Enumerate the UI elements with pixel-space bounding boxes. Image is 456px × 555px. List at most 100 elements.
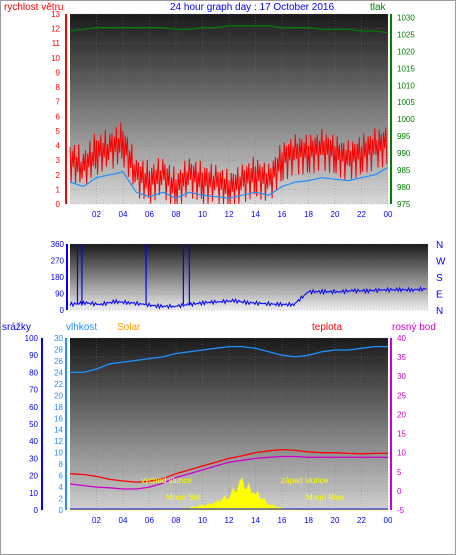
- rain-tick-label: 100: [25, 334, 39, 343]
- sunrise-annotation: východ slunce: [141, 476, 192, 485]
- wind-tick-label: 0: [56, 200, 61, 209]
- solar-label: Solar: [117, 322, 141, 333]
- wind-tick-label: 1: [56, 185, 61, 194]
- wind-tick-label: 7: [56, 98, 61, 107]
- time-tick-label: 22: [357, 516, 366, 525]
- rain-tick-label: 40: [29, 437, 38, 446]
- wind-tick-label: 12: [51, 25, 60, 34]
- compass-tick-label: E: [436, 290, 443, 301]
- wind-tick-label: 8: [56, 83, 61, 92]
- time-tick-label: 20: [331, 516, 340, 525]
- time-tick-label: 00: [384, 210, 393, 219]
- humidity-tick-label: 18: [54, 403, 63, 412]
- wind-tick-label: 4: [56, 142, 61, 151]
- direction-plot-area: [70, 244, 428, 310]
- temperature-label: teplota: [312, 322, 342, 333]
- humidity-tick-label: 8: [59, 460, 64, 469]
- rain-tick-label: 80: [29, 368, 38, 377]
- wind-tick-label: 6: [56, 112, 61, 121]
- sunset-annotation: západ slunce: [281, 476, 329, 485]
- pressure-tick-label: 980: [397, 183, 411, 192]
- time-tick-label: 06: [145, 210, 154, 219]
- moonset-annotation: Moon Set: [166, 493, 201, 502]
- direction-tick-label: 0: [60, 306, 65, 315]
- pressure-series-line: [69, 25, 389, 34]
- pressure-tick-label: 1010: [397, 81, 415, 90]
- humidity-tick-label: 16: [54, 414, 63, 423]
- humidity-tick-label: 24: [54, 368, 63, 377]
- wind-tick-label: 13: [51, 10, 60, 19]
- compass-tick-label: N: [436, 240, 443, 251]
- temperature-tick-label: 5: [397, 468, 402, 477]
- direction-tick-label: 270: [51, 257, 65, 266]
- humidity-tick-label: 28: [54, 345, 63, 354]
- temperature-tick-label: 40: [397, 334, 406, 343]
- time-tick-label: 20: [331, 210, 340, 219]
- rain-tick-label: 60: [29, 403, 38, 412]
- chart-title: 24 hour graph day : 17 October 2016: [170, 2, 334, 13]
- time-tick-label: 04: [119, 210, 128, 219]
- humidity-tick-label: 4: [59, 483, 64, 492]
- wind-tick-label: 5: [56, 127, 61, 136]
- direction-series-line: [69, 286, 427, 310]
- time-tick-label: 08: [172, 516, 181, 525]
- rain-tick-label: 50: [29, 420, 38, 429]
- time-tick-label: 00: [384, 516, 393, 525]
- gust-series-line: [69, 122, 388, 205]
- rain-tick-label: 10: [29, 489, 38, 498]
- pressure-tick-label: 1020: [397, 47, 415, 56]
- rain-tick-label: 70: [29, 386, 38, 395]
- humidity-tick-label: 0: [59, 506, 64, 515]
- time-tick-label: 06: [145, 516, 154, 525]
- pressure-tick-label: 1030: [397, 13, 415, 22]
- temperature-tick-label: 25: [397, 391, 406, 400]
- temperature-tick-label: 15: [397, 430, 406, 439]
- humidity-tick-label: 20: [54, 391, 63, 400]
- humidity-label: vlhkost: [66, 322, 97, 333]
- temperature-series-line: [69, 448, 388, 483]
- dewpoint-series-line: [69, 455, 388, 490]
- time-tick-label: 18: [304, 516, 313, 525]
- temperature-tick-label: -5: [397, 506, 405, 515]
- humidity-tick-label: 12: [54, 437, 63, 446]
- moonrise-annotation: Moon Rise: [306, 493, 345, 502]
- time-tick-label: 08: [172, 210, 181, 219]
- direction-tick-label: 180: [51, 273, 65, 282]
- time-tick-label: 16: [278, 210, 287, 219]
- wind-tick-label: 9: [56, 68, 61, 77]
- humidity-tick-label: 14: [54, 426, 63, 435]
- pressure-tick-label: 990: [397, 149, 411, 158]
- pressure-tick-label: 1005: [397, 98, 415, 107]
- humidity-tick-label: 6: [59, 472, 64, 481]
- time-tick-label: 16: [278, 516, 287, 525]
- rain-tick-label: 30: [29, 454, 38, 463]
- pressure-label: tlak: [370, 2, 387, 13]
- time-tick-label: 10: [198, 210, 207, 219]
- pressure-tick-label: 975: [397, 200, 411, 209]
- pressure-tick-label: 1000: [397, 115, 415, 124]
- compass-tick-label: N: [436, 306, 443, 317]
- temperature-tick-label: 0: [397, 487, 402, 496]
- wind-tick-label: 11: [52, 39, 61, 48]
- humidity-tick-label: 2: [59, 495, 64, 504]
- time-tick-label: 12: [225, 516, 234, 525]
- pressure-tick-label: 1015: [397, 64, 415, 73]
- temperature-tick-label: 10: [397, 449, 406, 458]
- temperature-tick-label: 30: [397, 372, 406, 381]
- time-tick-label: 18: [304, 210, 313, 219]
- rain-tick-label: 90: [29, 351, 38, 360]
- time-tick-label: 02: [92, 210, 101, 219]
- time-tick-label: 14: [251, 210, 260, 219]
- humidity-series-line: [70, 345, 388, 374]
- time-tick-label: 12: [225, 210, 234, 219]
- rain-tick-label: 20: [29, 472, 38, 481]
- pressure-tick-label: 1025: [397, 30, 415, 39]
- pressure-tick-label: 995: [397, 132, 411, 141]
- time-tick-label: 04: [119, 516, 128, 525]
- wind-tick-label: 3: [56, 156, 61, 165]
- temperature-tick-label: 35: [397, 353, 406, 362]
- rain-label: srážky: [2, 322, 31, 333]
- humidity-tick-label: 10: [54, 449, 63, 458]
- compass-tick-label: W: [436, 257, 446, 268]
